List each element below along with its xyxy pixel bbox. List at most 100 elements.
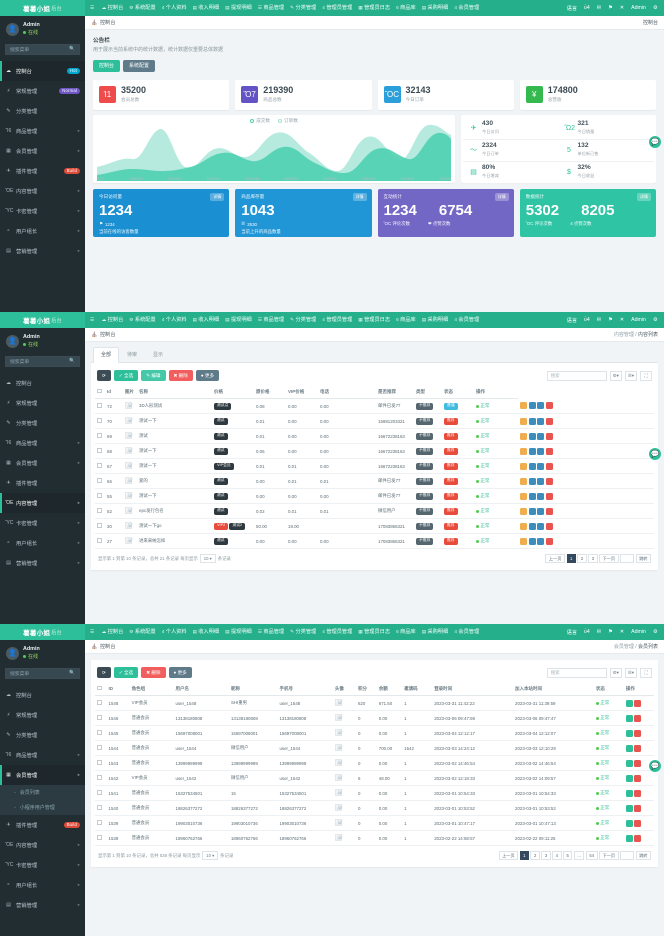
table-row[interactable]: 723D人形测试测试点0.080.000.00邮件已发77不推荐普通正常 xyxy=(95,399,654,414)
nav-right-语言[interactable]: 语言 xyxy=(563,0,580,16)
nav-right-⚙[interactable]: ⚙ xyxy=(649,312,661,328)
toolbar-btn-✖删除[interactable]: ✖ 删除 xyxy=(141,667,165,678)
nav-item-管理员管理[interactable]: ὆4 管理员管理 xyxy=(319,0,355,16)
pencil-action-icon[interactable] xyxy=(537,538,544,545)
row-avatar[interactable] xyxy=(333,711,356,726)
nav-item-menu[interactable]: ☰ xyxy=(87,0,99,16)
brand-logo-2[interactable]: 薯薯小姐 后台 xyxy=(0,312,85,328)
nav-item-会员管理[interactable]: ὆4 会员管理 xyxy=(451,624,482,640)
columns-icon[interactable]: ☰▾ xyxy=(625,668,637,678)
sidebar-item-商品管理[interactable]: Ἴ6 商品管理 ▸ xyxy=(0,745,85,765)
nav-item-个人资料[interactable]: ὆4 个人资料 xyxy=(159,624,190,640)
edit-action-icon[interactable] xyxy=(626,715,633,722)
row-actions[interactable] xyxy=(518,534,654,549)
delete-action-icon[interactable] xyxy=(634,790,641,797)
table-row[interactable]: 27进来采纳怎样测试0.000.000.0017083866321不推荐推荐正常 xyxy=(95,534,654,549)
col-操作[interactable]: 操作 xyxy=(624,682,654,696)
edit-action-icon[interactable] xyxy=(626,730,633,737)
announce-btn-系统配置[interactable]: 系统配置 xyxy=(123,60,155,72)
pencil-action-icon[interactable] xyxy=(537,433,544,440)
sidebar-item-分类管理[interactable]: ✎ 分类管理 xyxy=(0,413,85,433)
col-头像[interactable]: 头像 xyxy=(333,682,356,696)
legend-成交数[interactable]: 成交数 xyxy=(250,118,270,124)
row-actions[interactable] xyxy=(518,444,654,459)
legend-订单数[interactable]: 订单数 xyxy=(278,118,298,124)
delete-action-icon[interactable] xyxy=(546,478,553,485)
toolbar-btn-●更多[interactable]: ● 更多 xyxy=(169,667,192,678)
row-actions[interactable] xyxy=(624,696,654,711)
nav-item-收入明细[interactable]: ▤ 收入明细 xyxy=(190,312,223,328)
col-类型[interactable]: 类型 xyxy=(414,385,442,399)
sidebar-sub-小程序用户管理[interactable]: ◦ 小程序用户管理 xyxy=(0,800,85,815)
row-actions[interactable] xyxy=(624,786,654,801)
row-thumb[interactable] xyxy=(123,474,137,489)
sidebar-item-内容管理[interactable]: ὋE 内容管理 ▸ xyxy=(0,181,85,201)
sidebar-item-会员管理[interactable]: ▦ 会员管理 ▸ xyxy=(0,765,85,785)
toolbar-btn-✖删除[interactable]: ✖ 删除 xyxy=(169,370,193,381)
page-...[interactable]: ... xyxy=(574,851,585,860)
nav-right-ὑ4[interactable]: ὑ4 xyxy=(581,0,594,16)
color-card-互动统计[interactable]: 互动统计 详情 1234 6754 ὊC 评论次数 ❤ 点赞次数 xyxy=(378,189,514,237)
col-Id[interactable]: Id xyxy=(105,385,123,399)
pencil-action-icon[interactable] xyxy=(537,508,544,515)
row-checkbox[interactable] xyxy=(95,414,105,429)
nav-item-系统配置[interactable]: ⚙ 系统配置 xyxy=(126,0,158,16)
table-row[interactable]: 1539 普通会员 19903010736 19903010736 1990301073… xyxy=(95,816,654,831)
edit-action-icon[interactable] xyxy=(520,493,527,500)
nav-item-会员管理[interactable]: ὆4 会员管理 xyxy=(451,312,482,328)
search-icon[interactable]: 🔍 xyxy=(69,359,75,364)
help-fab-icon[interactable]: 💬 xyxy=(649,448,661,460)
nav-item-控制台[interactable]: ☁ 控制台 xyxy=(99,312,127,328)
page-54[interactable]: 54 xyxy=(586,851,598,860)
stat-card-会员总数[interactable]: Ἰ1 35200 会员总数 xyxy=(93,80,229,110)
fullscreen-icon[interactable]: ⛶ xyxy=(640,668,652,678)
edit-action-icon[interactable] xyxy=(520,523,527,530)
nav-item-分类管理[interactable]: ✎ 分类管理 xyxy=(287,0,319,16)
sidebar-item-控制台[interactable]: ☁ 控制台 xyxy=(0,373,85,393)
delete-action-icon[interactable] xyxy=(634,820,641,827)
row-actions[interactable] xyxy=(518,519,654,534)
row-actions[interactable] xyxy=(624,726,654,741)
row-checkbox[interactable] xyxy=(95,519,105,534)
row-actions[interactable] xyxy=(518,504,654,519)
delete-action-icon[interactable] xyxy=(634,715,641,722)
help-fab-icon[interactable]: 💬 xyxy=(649,760,661,772)
nav-item-提现明细[interactable]: ▤ 提现明细 xyxy=(222,624,255,640)
col-名称[interactable]: 名称 xyxy=(137,385,212,399)
nav-right-Admin[interactable]: Admin xyxy=(628,0,650,16)
row-checkbox[interactable] xyxy=(95,399,105,414)
toolbar-btn-⟳[interactable]: ⟳ xyxy=(97,667,111,678)
nav-item-menu[interactable]: ☰ xyxy=(87,312,99,328)
page-下一页[interactable]: 下一页 xyxy=(599,851,619,860)
row-checkbox[interactable] xyxy=(95,786,107,801)
sidebar-user[interactable]: 👤 Admin 在线 xyxy=(0,16,85,42)
nav-item-商品库[interactable]: ὎6 商品库 xyxy=(393,0,419,16)
refresh-icon[interactable]: ⚙▾ xyxy=(610,668,622,678)
row-checkbox[interactable] xyxy=(95,771,107,786)
card-badge[interactable]: 详情 xyxy=(637,193,651,201)
page-go-button[interactable]: 跳转 xyxy=(636,851,651,860)
edit-action-icon[interactable] xyxy=(520,402,527,409)
row-thumb[interactable] xyxy=(123,534,137,549)
nav-item-系统配置[interactable]: ⚙ 系统配置 xyxy=(126,312,158,328)
card-badge[interactable]: 详情 xyxy=(210,193,224,201)
pencil-action-icon[interactable] xyxy=(537,493,544,500)
nav-right-ὑ4[interactable]: ὑ4 xyxy=(581,312,594,328)
delete-action-icon[interactable] xyxy=(634,835,641,842)
card-badge[interactable]: 详情 xyxy=(353,193,367,201)
tab-全部[interactable]: 全部 xyxy=(93,347,119,363)
row-checkbox[interactable] xyxy=(95,696,107,711)
col-邀请码[interactable]: 邀请码 xyxy=(402,682,432,696)
page-4[interactable]: 4 xyxy=(552,851,561,860)
nav-item-采购明细[interactable]: ▤ 采购明细 xyxy=(419,0,452,16)
sidebar-item-常规管理[interactable]: ⚡ 常规管理 Normal xyxy=(0,81,85,101)
nav-item-收入明细[interactable]: ▤ 收入明细 xyxy=(190,624,223,640)
row-checkbox[interactable] xyxy=(95,756,107,771)
col-图片[interactable]: 图片 xyxy=(123,385,137,399)
edit-action-icon[interactable] xyxy=(520,433,527,440)
row-checkbox[interactable] xyxy=(95,534,105,549)
edit-action-icon[interactable] xyxy=(520,448,527,455)
col-是否推荐[interactable]: 是否推荐 xyxy=(376,385,414,399)
row-checkbox[interactable] xyxy=(95,474,105,489)
row-avatar[interactable] xyxy=(333,741,356,756)
